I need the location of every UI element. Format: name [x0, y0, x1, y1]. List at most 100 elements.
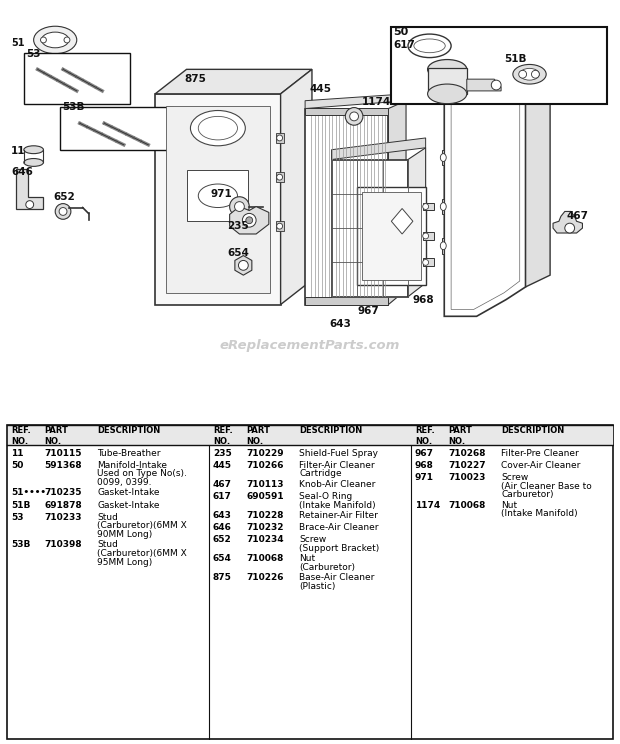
Polygon shape: [332, 138, 426, 159]
Ellipse shape: [40, 37, 46, 43]
Ellipse shape: [350, 112, 358, 121]
Ellipse shape: [64, 37, 70, 43]
Polygon shape: [445, 99, 526, 316]
Bar: [332, 159, 408, 297]
Text: DESCRIPTION: DESCRIPTION: [501, 426, 564, 435]
Bar: [24, 53, 130, 103]
Text: 710226: 710226: [246, 573, 284, 582]
Text: 95MM Long): 95MM Long): [97, 558, 153, 567]
Ellipse shape: [190, 111, 246, 146]
Text: 710398: 710398: [45, 540, 82, 549]
Ellipse shape: [408, 34, 451, 57]
Bar: [7, 425, 613, 446]
Ellipse shape: [277, 174, 283, 180]
Text: Nut: Nut: [501, 501, 517, 510]
Polygon shape: [467, 79, 501, 91]
Ellipse shape: [198, 184, 237, 208]
Ellipse shape: [42, 32, 69, 48]
Text: 710235: 710235: [45, 488, 82, 497]
Text: Screw: Screw: [501, 473, 528, 482]
Text: 710268: 710268: [448, 449, 485, 458]
Ellipse shape: [519, 71, 526, 78]
Text: REF.
NO.: REF. NO.: [415, 426, 435, 446]
Text: 591368: 591368: [45, 461, 82, 469]
Text: Gasket-Intake: Gasket-Intake: [97, 501, 160, 510]
Text: 53B: 53B: [11, 540, 30, 549]
Ellipse shape: [428, 60, 467, 79]
Text: 51B: 51B: [504, 54, 526, 65]
Polygon shape: [155, 69, 312, 94]
Text: 710234: 710234: [246, 535, 284, 545]
Text: 235: 235: [213, 449, 232, 458]
Bar: [423, 202, 435, 211]
Bar: [155, 94, 281, 304]
Bar: [423, 258, 435, 266]
Ellipse shape: [440, 202, 446, 211]
Polygon shape: [391, 208, 413, 234]
Text: Used on Type No(s).: Used on Type No(s).: [97, 469, 187, 478]
Ellipse shape: [26, 201, 33, 208]
Text: (Intake Manifold): (Intake Manifold): [299, 501, 376, 510]
Polygon shape: [235, 255, 252, 275]
Text: 445: 445: [213, 461, 232, 469]
Polygon shape: [16, 170, 43, 208]
Polygon shape: [388, 100, 406, 304]
Bar: [166, 106, 270, 293]
Text: (Plastic): (Plastic): [299, 582, 335, 591]
Text: 617: 617: [213, 492, 232, 501]
Bar: [423, 232, 435, 240]
Text: DESCRIPTION: DESCRIPTION: [299, 426, 363, 435]
Ellipse shape: [513, 65, 546, 84]
Text: Stud: Stud: [97, 540, 118, 549]
Polygon shape: [281, 69, 312, 304]
Ellipse shape: [242, 214, 256, 227]
Ellipse shape: [198, 116, 237, 140]
Polygon shape: [442, 150, 445, 165]
Ellipse shape: [423, 233, 428, 239]
Bar: [305, 297, 388, 304]
Text: 50: 50: [393, 27, 409, 37]
Text: 710232: 710232: [246, 523, 284, 532]
Text: (Carburetor)(6MM X: (Carburetor)(6MM X: [97, 549, 187, 558]
Text: 235: 235: [227, 221, 249, 231]
Text: 968: 968: [413, 295, 435, 304]
Text: 875: 875: [213, 573, 232, 582]
Text: REF.
NO.: REF. NO.: [213, 426, 232, 446]
Ellipse shape: [423, 204, 428, 210]
Text: 51••••: 51••••: [11, 488, 46, 497]
Ellipse shape: [428, 84, 467, 103]
Text: 643: 643: [213, 511, 232, 520]
Text: Carburetor): Carburetor): [501, 490, 554, 499]
Text: 710115: 710115: [45, 449, 82, 458]
Ellipse shape: [229, 196, 249, 217]
Polygon shape: [305, 94, 406, 109]
Ellipse shape: [440, 242, 446, 250]
Ellipse shape: [423, 260, 428, 266]
Text: Filter-Pre Cleaner: Filter-Pre Cleaner: [501, 449, 579, 458]
Text: Gasket-Intake: Gasket-Intake: [97, 488, 160, 497]
Text: 710266: 710266: [246, 461, 284, 469]
Text: (Intake Manifold): (Intake Manifold): [501, 509, 578, 519]
Ellipse shape: [491, 80, 501, 90]
Ellipse shape: [414, 39, 445, 53]
Text: PART
NO.: PART NO.: [448, 426, 472, 446]
Text: Brace-Air Cleaner: Brace-Air Cleaner: [299, 523, 379, 532]
Ellipse shape: [234, 202, 244, 211]
Text: (Carburetor): (Carburetor): [299, 562, 355, 572]
Ellipse shape: [33, 26, 77, 54]
Text: Screw: Screw: [299, 535, 327, 545]
Bar: [305, 108, 388, 115]
Text: 11: 11: [11, 146, 25, 155]
Text: Manifold-Intake: Manifold-Intake: [97, 461, 167, 469]
Ellipse shape: [246, 217, 253, 224]
Bar: [187, 170, 248, 221]
Text: 617: 617: [393, 39, 415, 50]
Text: 710227: 710227: [448, 461, 486, 469]
Ellipse shape: [55, 204, 71, 219]
Polygon shape: [526, 91, 550, 287]
Text: 1174: 1174: [415, 501, 440, 510]
Text: 691878: 691878: [45, 501, 82, 510]
Bar: [276, 133, 283, 143]
Polygon shape: [442, 238, 445, 254]
Polygon shape: [445, 91, 550, 99]
